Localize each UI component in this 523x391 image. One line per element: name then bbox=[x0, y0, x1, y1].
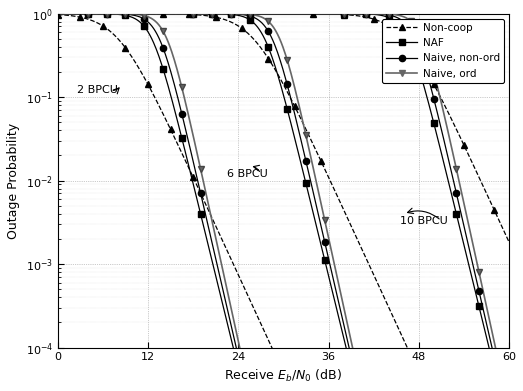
Text: 2 BPCU: 2 BPCU bbox=[76, 85, 117, 95]
Text: 6 BPCU: 6 BPCU bbox=[227, 169, 268, 179]
Legend: Non-coop, NAF, Naive, non-ord, Naive, ord: Non-coop, NAF, Naive, non-ord, Naive, or… bbox=[382, 19, 504, 83]
Text: 10 BPCU: 10 BPCU bbox=[400, 216, 448, 226]
Y-axis label: Outage Probability: Outage Probability bbox=[7, 122, 20, 239]
X-axis label: Receive $E_b/N_0$ (dB): Receive $E_b/N_0$ (dB) bbox=[224, 368, 343, 384]
